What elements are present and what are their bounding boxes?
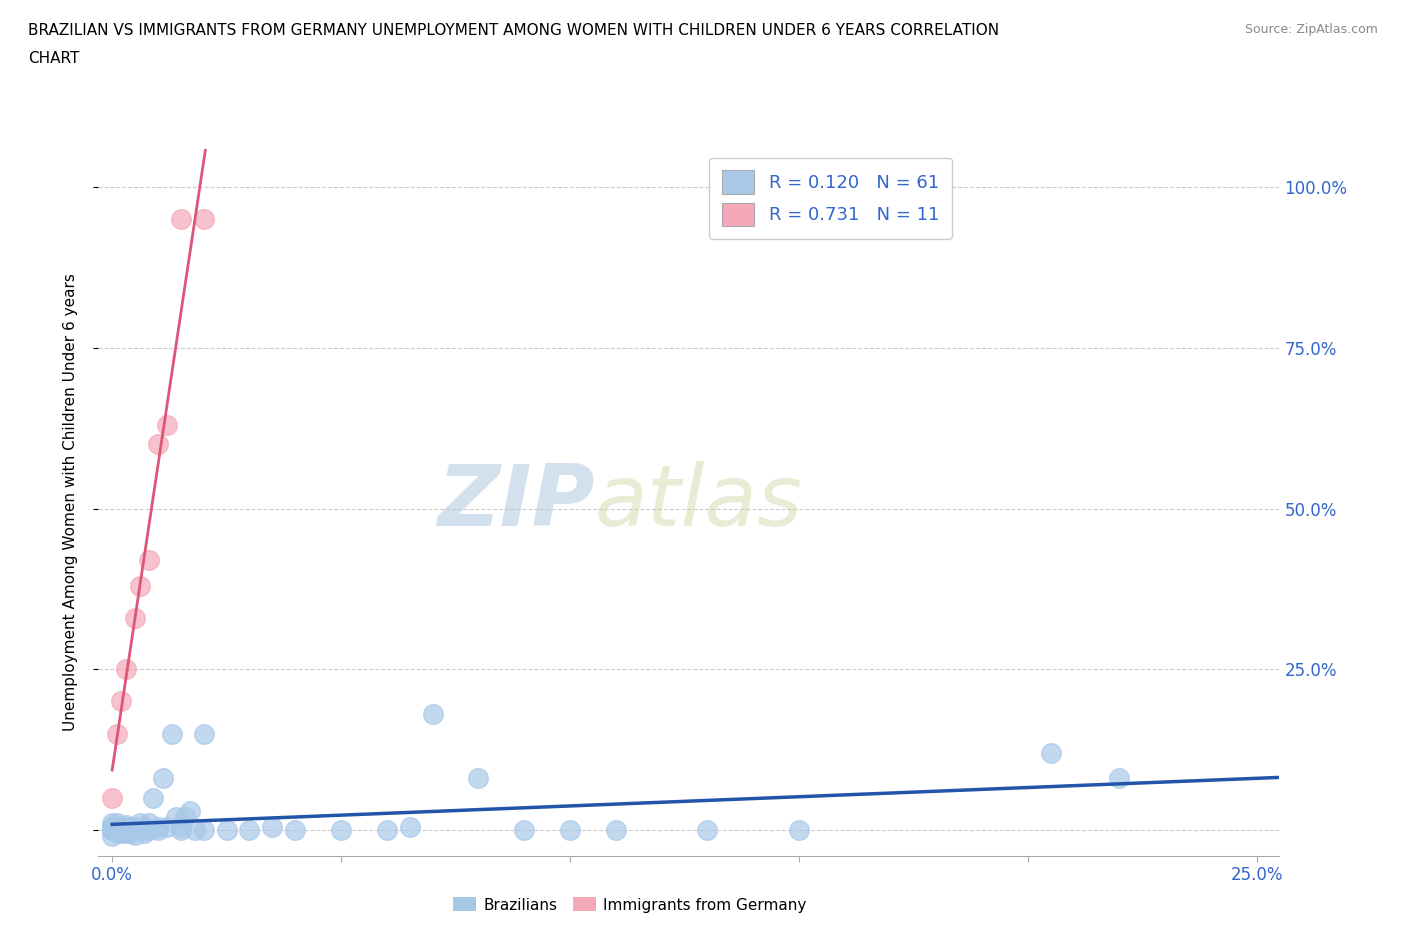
Point bbox=[110, 822, 132, 837]
Point bbox=[101, 819, 124, 834]
Point bbox=[101, 822, 124, 837]
Y-axis label: Unemployment Among Women with Children Under 6 years: Unemployment Among Women with Children U… bbox=[63, 273, 77, 731]
Point bbox=[156, 418, 179, 432]
Point bbox=[124, 828, 146, 843]
Point bbox=[183, 822, 205, 837]
Point bbox=[101, 829, 124, 844]
Point bbox=[375, 822, 398, 837]
Point bbox=[170, 212, 193, 227]
Text: Source: ZipAtlas.com: Source: ZipAtlas.com bbox=[1244, 23, 1378, 36]
Point bbox=[124, 610, 146, 625]
Point bbox=[142, 790, 165, 805]
Point bbox=[330, 822, 353, 837]
Point bbox=[215, 822, 238, 837]
Point bbox=[1108, 771, 1130, 786]
Text: BRAZILIAN VS IMMIGRANTS FROM GERMANY UNEMPLOYMENT AMONG WOMEN WITH CHILDREN UNDE: BRAZILIAN VS IMMIGRANTS FROM GERMANY UNE… bbox=[28, 23, 1000, 38]
Point bbox=[124, 819, 146, 834]
Point bbox=[101, 790, 124, 805]
Point bbox=[115, 822, 138, 837]
Point bbox=[120, 819, 142, 834]
Point bbox=[146, 819, 169, 834]
Point bbox=[128, 822, 150, 837]
Point bbox=[110, 819, 132, 834]
Point bbox=[1039, 745, 1062, 760]
Point bbox=[105, 826, 128, 841]
Point bbox=[467, 771, 489, 786]
Point bbox=[110, 822, 132, 837]
Point bbox=[105, 819, 128, 834]
Point bbox=[179, 804, 201, 818]
Point bbox=[605, 822, 627, 837]
Point bbox=[105, 726, 128, 741]
Point bbox=[128, 578, 150, 593]
Point bbox=[165, 810, 187, 825]
Point bbox=[105, 822, 128, 837]
Point bbox=[134, 819, 156, 834]
Point bbox=[134, 826, 156, 841]
Point bbox=[262, 819, 284, 834]
Point bbox=[115, 817, 138, 832]
Point bbox=[238, 822, 260, 837]
Point bbox=[146, 437, 169, 452]
Text: ZIP: ZIP bbox=[437, 460, 595, 544]
Point bbox=[138, 822, 160, 837]
Point bbox=[152, 771, 174, 786]
Point bbox=[138, 552, 160, 567]
Point bbox=[787, 822, 810, 837]
Point bbox=[174, 810, 197, 825]
Point bbox=[115, 826, 138, 841]
Text: atlas: atlas bbox=[595, 460, 803, 544]
Point bbox=[558, 822, 581, 837]
Text: CHART: CHART bbox=[28, 51, 80, 66]
Point bbox=[101, 816, 124, 830]
Point bbox=[120, 822, 142, 837]
Point bbox=[105, 816, 128, 830]
Point bbox=[193, 212, 215, 227]
Point bbox=[696, 822, 718, 837]
Point bbox=[513, 822, 536, 837]
Point bbox=[146, 822, 169, 837]
Point bbox=[110, 694, 132, 709]
Point bbox=[193, 726, 215, 741]
Point bbox=[101, 822, 124, 837]
Point bbox=[124, 822, 146, 837]
Point bbox=[101, 819, 124, 834]
Point bbox=[398, 819, 420, 834]
Point bbox=[110, 826, 132, 841]
Point bbox=[193, 822, 215, 837]
Point bbox=[160, 726, 183, 741]
Point bbox=[170, 819, 193, 834]
Point bbox=[105, 822, 128, 837]
Point bbox=[115, 820, 138, 835]
Point bbox=[128, 816, 150, 830]
Legend: Brazilians, Immigrants from Germany: Brazilians, Immigrants from Germany bbox=[447, 891, 813, 919]
Point bbox=[156, 819, 179, 834]
Point bbox=[284, 822, 307, 837]
Point bbox=[115, 662, 138, 677]
Point bbox=[422, 707, 444, 722]
Point bbox=[120, 826, 142, 841]
Point bbox=[138, 816, 160, 830]
Point bbox=[170, 822, 193, 837]
